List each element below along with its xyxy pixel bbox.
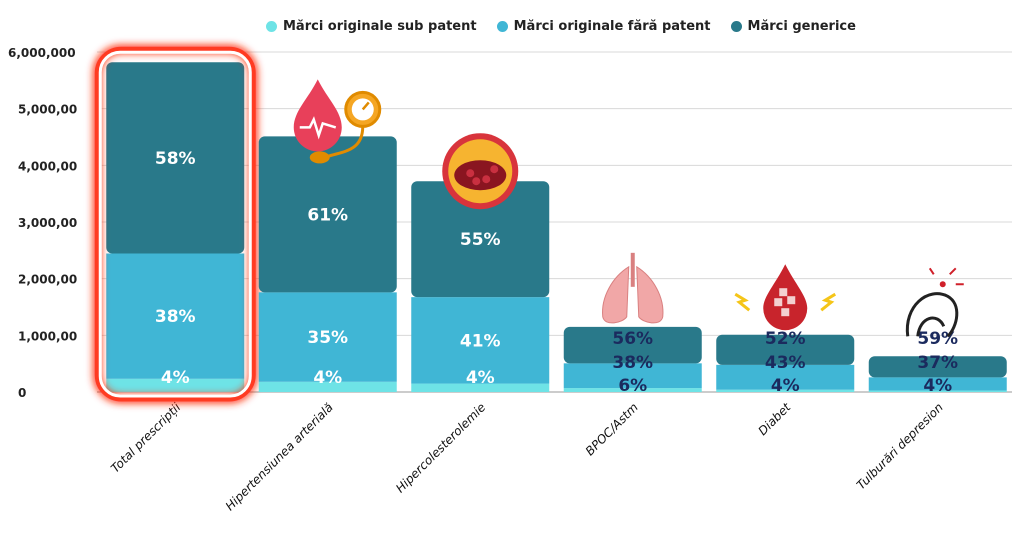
bar-segment — [411, 181, 550, 298]
data-label: 38% — [155, 307, 196, 327]
legend-label: Mărci originale fără patent — [513, 19, 711, 34]
glucose-cube — [779, 288, 788, 297]
x-tick-label: Diabet — [755, 399, 794, 438]
data-label: 61% — [307, 205, 348, 225]
data-label: 41% — [460, 331, 501, 351]
data-label: 35% — [307, 328, 348, 348]
pulse-line — [299, 116, 337, 140]
tube — [327, 126, 365, 158]
y-tick-label: 3,000,00 — [18, 216, 77, 230]
spark-right — [820, 292, 837, 312]
pain-lines — [928, 267, 964, 286]
data-label: 6% — [618, 376, 647, 396]
data-label: 37% — [917, 353, 958, 373]
bar-segment — [716, 334, 855, 365]
y-tick-label: 1,000,00 — [18, 329, 77, 343]
bar-segment — [868, 390, 1007, 392]
legend-item-off-patent[interactable]: Mărci originale fără patent — [496, 19, 711, 34]
head-outline — [905, 292, 959, 338]
data-label: 43% — [765, 353, 806, 373]
blood-pressure-icon — [293, 79, 382, 164]
bar-group-0: 4% 38% 58% — [106, 62, 245, 392]
bar-group-3: 6% 38% 56% — [563, 326, 702, 396]
drop-shape — [293, 79, 342, 152]
blood-cell — [466, 169, 475, 178]
bar-group-2: 4% 41% 55% — [411, 181, 550, 392]
bar-segment — [106, 378, 245, 392]
x-tick-label: Hipertensiunea arterială — [223, 400, 336, 513]
bar-segment — [411, 383, 550, 392]
data-label: 55% — [460, 230, 501, 250]
y-tick-label: 6,000,000 — [8, 46, 76, 60]
left-lung — [602, 265, 630, 324]
blood-cell — [482, 175, 491, 184]
x-tick-label: BPOC/Astm — [583, 400, 641, 458]
y-tick-label: 0 — [18, 386, 26, 400]
bar-segment — [563, 388, 702, 392]
glucose-cube — [787, 296, 796, 305]
data-label: 38% — [612, 353, 653, 373]
legend-item-patented[interactable]: Mărci originale sub patent — [266, 19, 477, 34]
bar-segment — [716, 389, 855, 392]
cholesterol-artery-icon — [442, 133, 519, 210]
blood-glucose-icon — [734, 264, 837, 331]
data-label: 4% — [923, 376, 952, 396]
drop — [763, 264, 808, 331]
bar-segment — [258, 136, 397, 293]
bar-group-4: 4% 43% 52% — [716, 329, 855, 396]
glucose-cube — [781, 308, 790, 317]
lungs-icon — [602, 252, 664, 324]
highlight-inner — [98, 50, 252, 398]
y-tick-label: 5,000,00 — [18, 103, 77, 117]
depression-head-icon — [905, 267, 964, 338]
data-label: 4% — [771, 376, 800, 396]
bar-segment — [716, 364, 855, 390]
x-tick-label: Tulburări depresion — [854, 400, 946, 492]
legend-swatch — [730, 21, 742, 32]
bar-group-1: 4% 35% 61% — [258, 136, 397, 392]
x-tick-label: Hipercolesterolemie — [393, 400, 488, 495]
bulb — [309, 151, 330, 164]
arm — [916, 316, 946, 337]
y-tick-label: 4,000,00 — [18, 159, 77, 173]
bar-segment — [563, 363, 702, 389]
data-label: 4% — [313, 368, 342, 388]
legend-label: Mărci generice — [747, 19, 856, 34]
legend-label: Mărci originale sub patent — [283, 19, 477, 34]
gauge-needle — [361, 101, 370, 111]
data-label: 56% — [612, 329, 653, 349]
bar-segment — [106, 62, 245, 254]
highlight-outline — [94, 46, 256, 402]
spark-left — [734, 292, 751, 312]
pain-dot — [939, 281, 946, 288]
legend-swatch — [266, 21, 277, 32]
bar-segment — [106, 253, 245, 379]
lumen — [454, 160, 507, 191]
data-label: 4% — [161, 368, 190, 388]
bar-group-5: 4%37%59% — [868, 329, 1007, 396]
x-tick-label: Total prescripții — [108, 400, 184, 476]
right-lung — [636, 265, 664, 324]
bar-segment — [868, 356, 1007, 378]
legend-swatch — [496, 21, 508, 32]
data-label: 4% — [466, 368, 495, 388]
bar-segment — [563, 326, 702, 364]
legend-item-generic[interactable]: Mărci generice — [730, 19, 856, 34]
y-tick-label: 2,000,00 — [18, 273, 77, 287]
bar-segment — [411, 297, 550, 384]
glucose-cube — [774, 298, 783, 307]
legend: Mărci originale sub patent Mărci origina… — [266, 19, 856, 34]
data-label: 58% — [155, 149, 196, 169]
blood-cell — [490, 165, 499, 174]
blood-cell — [472, 177, 481, 186]
data-label: 52% — [765, 329, 806, 349]
bar-segment — [258, 292, 397, 382]
bar-segment — [868, 377, 1007, 391]
bar-segment — [258, 381, 397, 392]
